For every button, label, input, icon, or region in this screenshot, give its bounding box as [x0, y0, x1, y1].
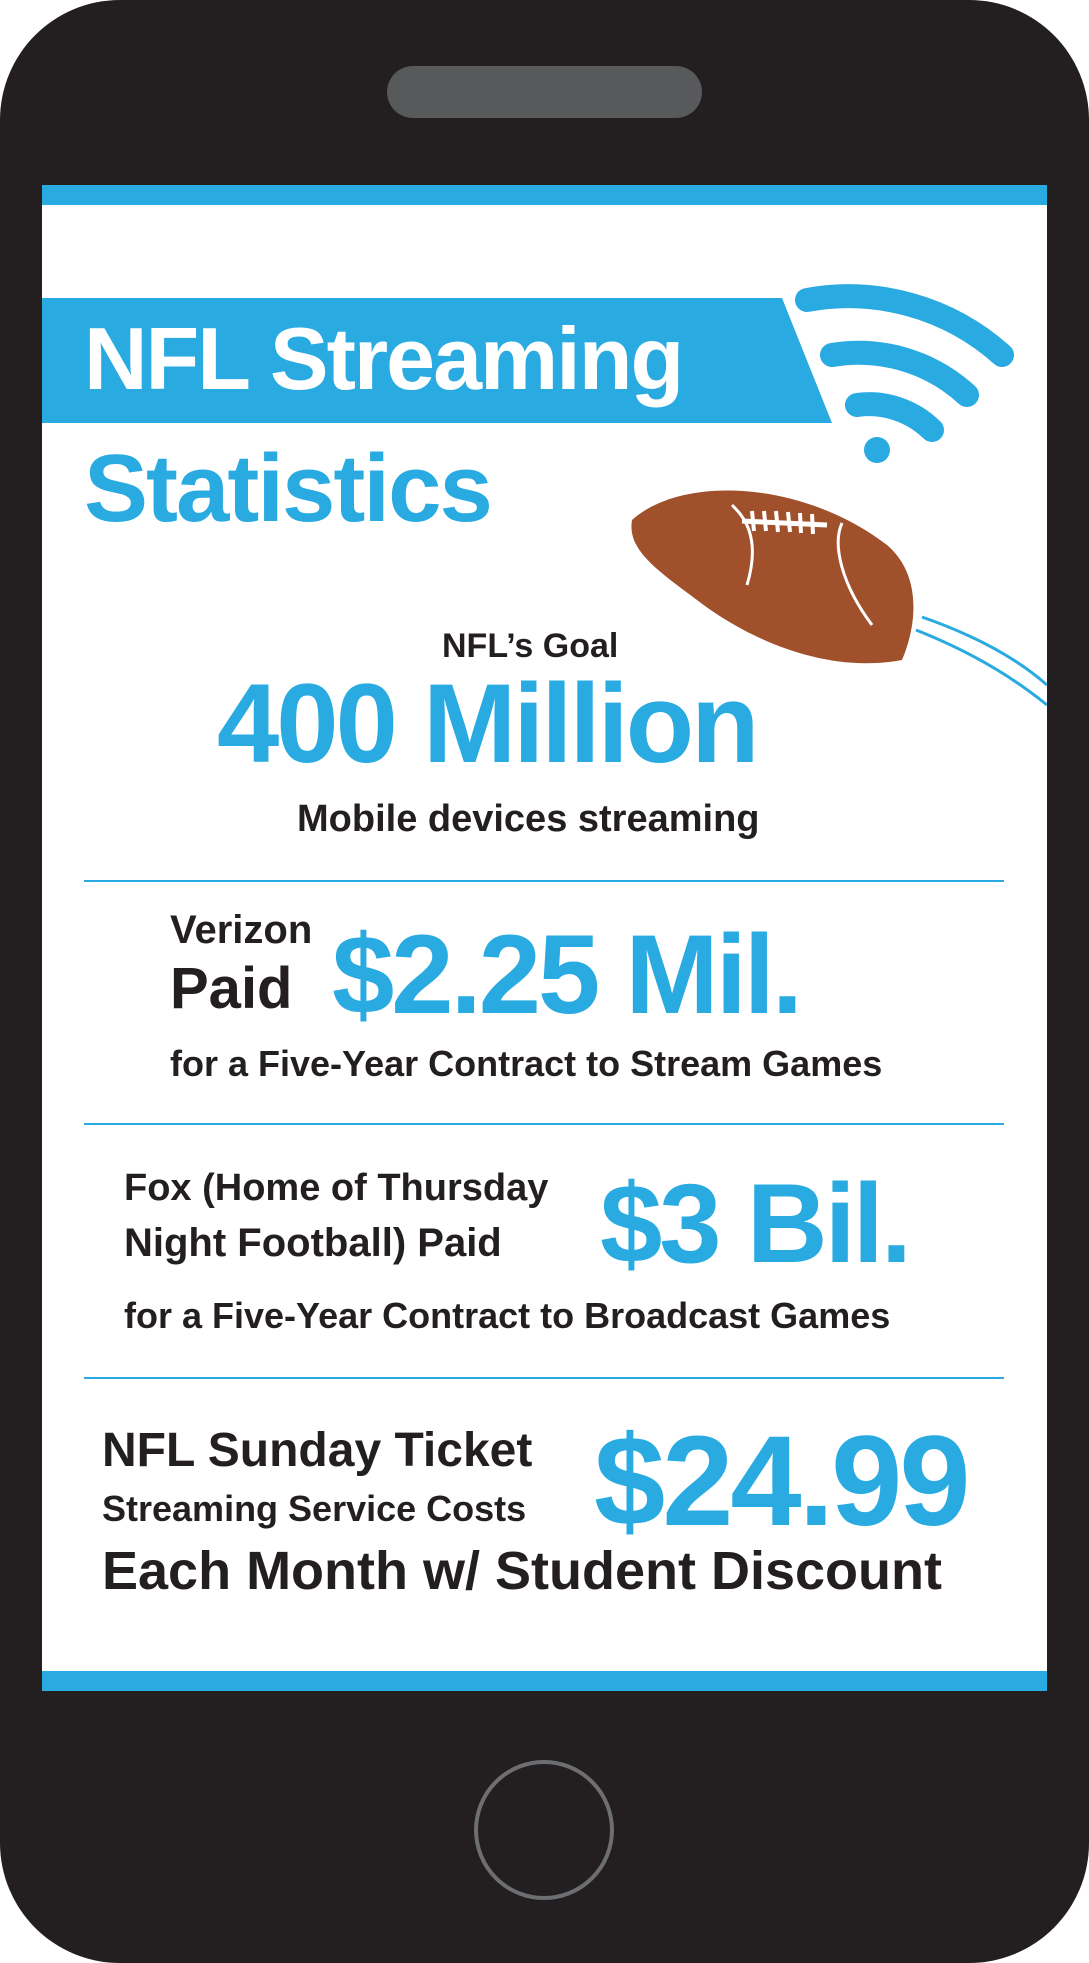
sunday-ticket-caption: Each Month w/ Student Discount: [102, 1541, 942, 1601]
fox-line-2: Night Football) Paid: [124, 1221, 502, 1265]
title-line-2: Statistics: [84, 435, 493, 542]
verizon-line-2: Paid: [170, 956, 293, 1021]
goal-value: 400 Million: [217, 661, 760, 786]
verizon-caption: for a Five-Year Contract to Stream Games: [170, 1043, 883, 1084]
fox-value: $3 Bil.: [600, 1161, 912, 1286]
phone-speaker: [387, 66, 702, 118]
sunday-ticket-line-2: Streaming Service Costs: [102, 1488, 527, 1529]
motion-lines: [915, 615, 1047, 707]
title-banner: [42, 298, 832, 423]
verizon-line-1: Verizon: [170, 908, 313, 952]
home-button-icon[interactable]: [474, 1760, 614, 1900]
fox-line-1: Fox (Home of Thursday: [124, 1167, 549, 1209]
sunday-ticket-value: $24.99: [594, 1410, 970, 1553]
sunday-ticket-line-1: NFL Sunday Ticket: [102, 1424, 533, 1477]
verizon-value: $2.25 Mil.: [332, 912, 803, 1037]
divider-1: [84, 880, 1004, 882]
phone-screen: NFL Streaming Statistics: [42, 185, 1047, 1691]
football-icon: [631, 490, 914, 664]
title-line-1: NFL Streaming: [84, 309, 684, 408]
goal-caption: Mobile devices streaming: [297, 798, 760, 840]
wifi-icon: [795, 284, 1014, 463]
divider-3: [84, 1377, 1004, 1379]
divider-2: [84, 1123, 1004, 1125]
fox-caption: for a Five-Year Contract to Broadcast Ga…: [124, 1295, 891, 1336]
goal-label: NFL’s Goal: [442, 627, 619, 665]
